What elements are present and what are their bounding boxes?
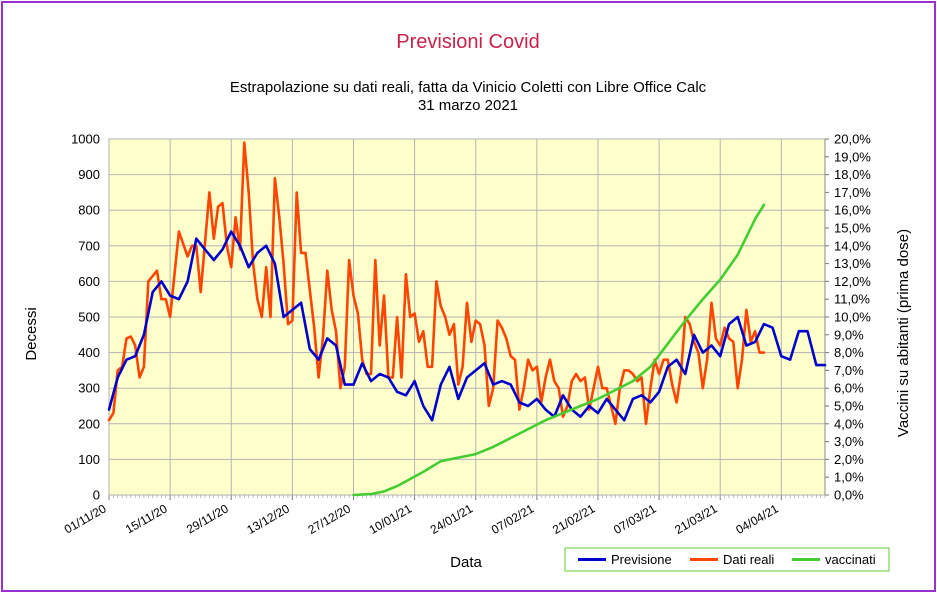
x-tick-label: 21/02/21 xyxy=(550,501,598,537)
y2-tick-label: 2,0% xyxy=(834,452,864,467)
y-tick-label: 800 xyxy=(78,203,100,218)
y2-tick-label: 19,0% xyxy=(834,149,871,164)
y-tick-label: 100 xyxy=(78,452,100,467)
y-tick-label: 400 xyxy=(78,345,100,360)
y-tick-label: 900 xyxy=(78,167,100,182)
y2-tick-label: 9,0% xyxy=(834,327,864,342)
y2-tick-label: 1,0% xyxy=(834,470,864,485)
x-tick-label: 04/04/21 xyxy=(733,501,781,537)
x-tick-label: 01/11/20 xyxy=(62,501,109,536)
y2-tick-label: 20,0% xyxy=(834,132,871,147)
y-tick-label: 600 xyxy=(78,274,100,289)
y-tick-label: 200 xyxy=(78,416,100,431)
x-tick-label: 13/12/20 xyxy=(244,501,292,537)
x-tick-label: 07/03/21 xyxy=(611,501,659,537)
y2-tick-label: 0,0% xyxy=(834,488,864,503)
y2-tick-label: 11,0% xyxy=(834,292,870,307)
grid xyxy=(108,138,825,496)
y2-tick-label: 15,0% xyxy=(834,221,871,236)
chart-subtitle-line-1: Estrapolazione su dati reali, fatta da V… xyxy=(230,79,707,96)
x-tick-label: 15/11/20 xyxy=(123,501,170,536)
y-axis-label: Decessi xyxy=(23,307,40,360)
series-layer xyxy=(107,141,827,497)
y-tick-label: 500 xyxy=(78,310,100,325)
y2-tick-label: 3,0% xyxy=(834,434,864,449)
x-tick-label: 29/11/20 xyxy=(184,501,231,536)
chart-subtitle-line-2: 31 marzo 2021 xyxy=(418,97,518,114)
x-tick-label: 27/12/20 xyxy=(306,501,354,537)
y2-axis-label: Vaccini su abitanti (prima dose) xyxy=(895,229,912,437)
chart-title: Previsioni Covid xyxy=(396,31,539,53)
x-tick-label: 24/01/21 xyxy=(428,501,476,537)
legend-label-dati-reali: Dati reali xyxy=(723,552,774,567)
y2-tick-label: 4,0% xyxy=(834,416,864,431)
legend-label-vaccinati: vaccinati xyxy=(825,552,876,567)
x-tick-label: 07/02/21 xyxy=(489,501,537,537)
y2-tick-label: 18,0% xyxy=(834,167,871,182)
y-tick-label: 700 xyxy=(78,238,100,253)
series-line-previsione xyxy=(107,230,827,422)
y2-tick-label: 6,0% xyxy=(834,381,864,396)
y2-tick-label: 5,0% xyxy=(834,399,864,414)
y2-tick-label: 13,0% xyxy=(834,256,871,271)
y2-tick-label: 12,0% xyxy=(834,274,871,289)
legend-box xyxy=(564,547,890,572)
x-tick-label: 21/03/21 xyxy=(672,501,720,537)
y2-tick-label: 10,0% xyxy=(834,310,871,325)
y2-tick-label: 7,0% xyxy=(834,363,864,378)
y-tick-label: 0 xyxy=(93,488,100,503)
legend-label-previsione: Previsione xyxy=(611,552,672,567)
y2-tick-label: 8,0% xyxy=(834,345,864,360)
legend: Previsione Dati reali vaccinati xyxy=(564,547,890,572)
x-tick-label: 10/01/21 xyxy=(367,501,415,537)
series-line-dati-reali xyxy=(107,141,766,426)
y-tick-label: 300 xyxy=(78,381,100,396)
x-axis-label: Data xyxy=(450,554,482,571)
y2-tick-label: 14,0% xyxy=(834,238,871,253)
y-tick-label: 1000 xyxy=(71,132,100,147)
y2-tick-label: 17,0% xyxy=(834,185,871,200)
y2-tick-label: 16,0% xyxy=(834,203,871,218)
series-line-vaccinati xyxy=(352,203,766,497)
